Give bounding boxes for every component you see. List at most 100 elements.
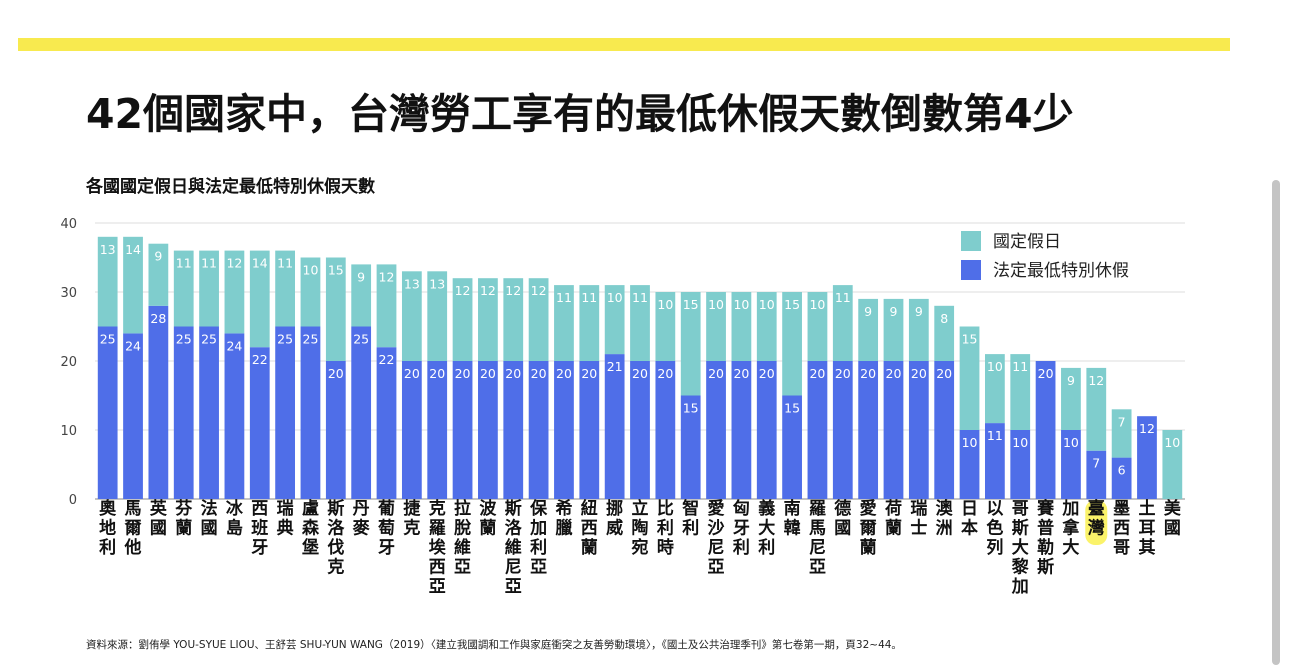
value-label-leave: 11 — [987, 428, 1003, 443]
value-label-leave: 20 — [505, 366, 521, 381]
bar-holiday — [528, 278, 549, 361]
bar-holiday — [275, 250, 296, 327]
bar-holiday — [452, 278, 473, 361]
highlight-marker — [1085, 500, 1108, 545]
bar-holiday — [934, 305, 955, 361]
value-label-leave: 10 — [962, 435, 978, 450]
y-tick-label: 10 — [60, 424, 77, 439]
value-label-leave: 25 — [201, 332, 217, 347]
category-label: 波蘭 — [479, 498, 497, 539]
value-label-holiday: 13 — [404, 276, 420, 291]
value-label-leave: 20 — [860, 366, 876, 381]
value-label-holiday: 12 — [505, 283, 521, 298]
legend-swatch-leave — [961, 260, 981, 280]
category-label: 愛爾蘭 — [859, 498, 877, 558]
bar-holiday — [224, 250, 245, 334]
value-label-holiday: 9 — [1067, 373, 1075, 388]
bar-holiday — [554, 285, 574, 361]
y-axis: 0 10 20 30 40 — [60, 217, 77, 508]
bar-leave — [351, 326, 372, 499]
bar-leave — [1111, 457, 1132, 499]
value-label-leave: 6 — [1118, 463, 1126, 478]
bar-leave — [579, 361, 600, 499]
bar-leave — [959, 430, 980, 499]
bar-leave — [630, 361, 650, 499]
bar-holiday — [883, 298, 904, 361]
value-label-leave: 20 — [632, 366, 648, 381]
bar-leave — [883, 361, 904, 499]
category-label: 荷蘭 — [885, 498, 902, 539]
category-label: 芬蘭 — [174, 498, 193, 539]
value-label-leave: 20 — [886, 366, 902, 381]
bar-leave — [275, 326, 296, 499]
bar-holiday — [782, 292, 802, 396]
category-label: 日本 — [961, 499, 978, 539]
bar-leave — [148, 305, 169, 499]
value-label-leave: 7 — [1092, 456, 1100, 471]
bar-holiday — [832, 285, 853, 361]
bar-holiday — [604, 285, 625, 355]
bar-holiday — [1162, 430, 1183, 499]
value-label-holiday: 11 — [556, 290, 572, 305]
bar-holiday — [148, 243, 169, 306]
y-tick-label: 30 — [60, 286, 77, 301]
value-label-holiday: 9 — [357, 269, 365, 284]
top-accent-bar — [18, 38, 1230, 51]
legend: 國定假日 法定最低特別休假 — [961, 231, 1129, 281]
bar-holiday — [427, 271, 448, 361]
category-label: 南韓 — [784, 498, 801, 539]
bar-leave — [1010, 430, 1031, 499]
value-label-holiday: 12 — [1088, 373, 1104, 388]
value-label-leave: 20 — [809, 366, 825, 381]
value-label-holiday: 15 — [784, 297, 800, 312]
bar-holiday — [706, 292, 726, 361]
value-label-holiday: 12 — [531, 283, 547, 298]
bar-leave — [1137, 416, 1157, 499]
category-label: 冰島 — [226, 498, 244, 539]
bar-leave — [224, 333, 245, 499]
value-label-holiday: 15 — [328, 263, 344, 278]
bar-leave — [173, 326, 194, 499]
bar-leave — [325, 361, 346, 499]
bar-holiday — [655, 292, 676, 361]
category-label: 挪威 — [606, 498, 623, 539]
bar-holiday — [858, 298, 879, 361]
category-label: 義大利 — [758, 498, 775, 558]
bar-holiday — [376, 264, 397, 348]
value-label-leave: 20 — [455, 366, 471, 381]
value-label-leave: 20 — [708, 366, 724, 381]
value-label-holiday: 10 — [987, 359, 1003, 374]
bar-leave — [1061, 430, 1081, 499]
value-label-holiday: 12 — [379, 269, 395, 284]
category-label: 保加利亞 — [529, 498, 548, 578]
value-label-holiday: 9 — [864, 304, 872, 319]
category-label: 馬爾他 — [124, 499, 142, 558]
value-label-leave: 20 — [936, 366, 952, 381]
bar-holiday — [1086, 367, 1107, 451]
category-label: 立陶宛 — [631, 498, 649, 558]
bar-leave — [427, 361, 448, 499]
value-label-holiday: 13 — [429, 276, 445, 291]
category-label: 賽普勒斯 — [1036, 498, 1055, 578]
value-label-holiday: 12 — [455, 283, 471, 298]
bar-leave — [376, 347, 397, 499]
category-label: 愛沙尼亞 — [708, 498, 725, 578]
bar-leave — [655, 361, 676, 499]
category-label: 哥斯大黎加 — [1011, 499, 1029, 597]
bar-leave — [782, 395, 802, 499]
value-label-leave: 28 — [150, 311, 166, 326]
scrollbar[interactable] — [1272, 180, 1280, 665]
category-label: 紐西蘭 — [581, 498, 598, 558]
value-label-holiday: 10 — [303, 263, 319, 278]
value-label-holiday: 11 — [201, 256, 217, 271]
category-label: 丹麥 — [352, 499, 371, 539]
value-label-holiday: 10 — [708, 297, 724, 312]
bar-leave — [452, 361, 473, 499]
category-label: 德國 — [834, 498, 851, 539]
bar-holiday — [249, 250, 270, 348]
bar-holiday — [199, 250, 219, 327]
bar-holiday — [173, 250, 194, 327]
bar-leave — [731, 361, 752, 499]
category-label: 臺灣 — [1088, 498, 1105, 539]
legend-label-leave: 法定最低特別休假 — [993, 261, 1129, 281]
